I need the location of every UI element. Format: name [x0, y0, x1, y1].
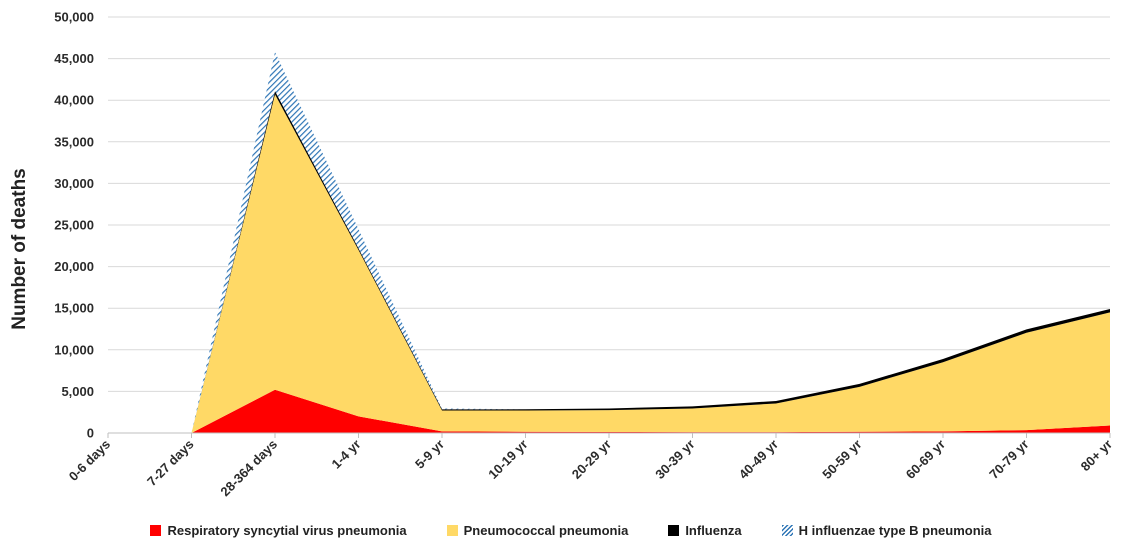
- y-tick-label: 45,000: [54, 51, 94, 66]
- x-tick-label: 70-79 yr: [986, 437, 1031, 482]
- y-tick-labels: 0 5,000 10,000 15,000 20,000 25,000 30,000 35,0…: [54, 10, 94, 441]
- legend-swatch-rsv: [150, 525, 162, 536]
- legend-label-pneumococcal: Pneumococcal pneumonia: [463, 523, 629, 538]
- y-tick-label: 30,000: [54, 176, 94, 191]
- y-tick-label: 15,000: [54, 301, 94, 316]
- area-pneumococcal: [108, 94, 1110, 433]
- legend-swatch-influenza: [668, 525, 680, 536]
- x-tick-label: 28-364 days: [217, 437, 280, 500]
- x-tick-label: 1-4 yr: [328, 437, 363, 472]
- legend-item-hib: H influenzae type B pneumonia: [781, 523, 992, 538]
- legend-label-rsv: Respiratory syncytial virus pneumonia: [167, 523, 407, 538]
- y-tick-label: 5,000: [61, 384, 94, 399]
- legend: Respiratory syncytial virus pneumonia Pn…: [0, 523, 1142, 538]
- legend-swatch-pneumococcal: [446, 525, 458, 536]
- x-tick-label: 0-6 days: [66, 437, 113, 484]
- x-tick-label: 40-49 yr: [736, 437, 781, 482]
- legend-item-pneumococcal: Pneumococcal pneumonia: [446, 523, 629, 538]
- legend-item-rsv: Respiratory syncytial virus pneumonia: [150, 523, 407, 538]
- area-rsv: [108, 389, 1110, 433]
- legend-item-influenza: Influenza: [668, 523, 742, 538]
- y-axis-title: Number of deaths: [9, 168, 30, 330]
- x-tick-label: 10-19 yr: [485, 437, 530, 482]
- x-tick-label: 20-29 yr: [569, 437, 614, 482]
- y-tick-label: 20,000: [54, 259, 94, 274]
- x-tick-label: 5-9 yr: [412, 437, 447, 472]
- x-tick-label: 50-59 yr: [819, 437, 864, 482]
- x-tick-label: 80+ yr: [1078, 437, 1115, 474]
- y-tick-label: 50,000: [54, 10, 94, 25]
- x-tick-labels: 0-6 days 7-27 days 28-364 days 1-4 yr 5-9 yr…: [66, 437, 1115, 500]
- x-tick-label: 60-69 yr: [903, 437, 948, 482]
- y-tick-label: 0: [87, 426, 94, 441]
- legend-label-influenza: Influenza: [685, 523, 742, 538]
- y-tick-label: 35,000: [54, 134, 94, 149]
- legend-label-hib: H influenzae type B pneumonia: [798, 523, 992, 538]
- x-tick-label: 30-39 yr: [652, 437, 697, 482]
- series-areas: [108, 51, 1110, 434]
- x-tick-label: 7-27 days: [144, 437, 197, 490]
- y-tick-label: 25,000: [54, 218, 94, 233]
- y-tick-label: 40,000: [54, 93, 94, 108]
- axes: [107, 432, 1111, 438]
- y-tick-label: 10,000: [54, 342, 94, 357]
- legend-swatch-hib: [781, 525, 793, 536]
